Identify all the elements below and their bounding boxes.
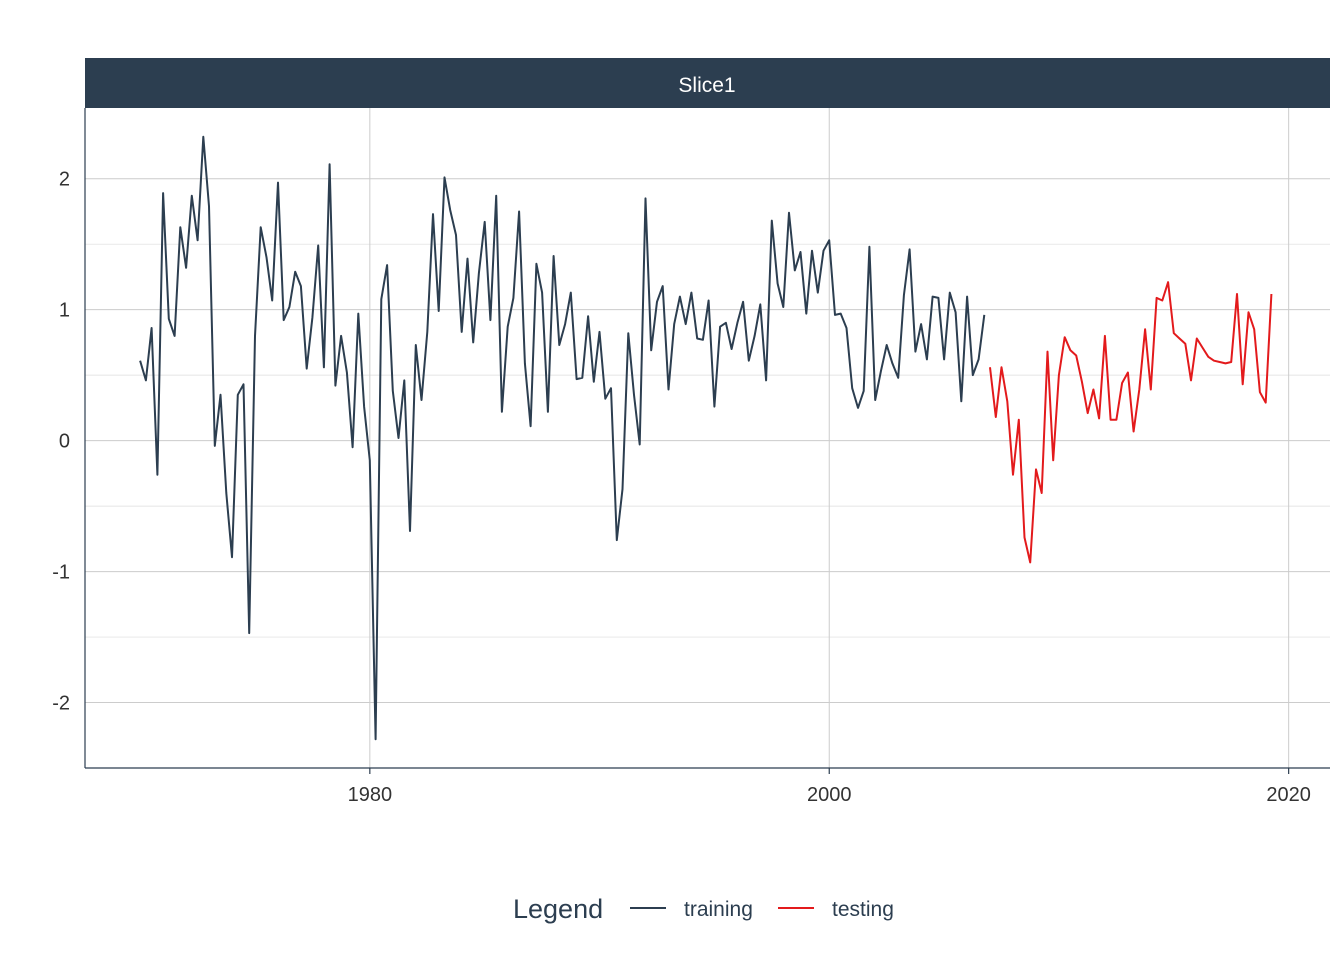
x-tick-label: 1980 — [348, 784, 393, 806]
legend-label-training: training — [684, 898, 753, 921]
y-tick-label: 1 — [59, 300, 70, 322]
legend: Legend training testing — [513, 894, 894, 924]
y-axis-ticks: 2 1 0 -1 -2 — [52, 169, 70, 715]
x-tick-label: 2000 — [807, 784, 852, 806]
y-tick-label: 2 — [59, 169, 70, 191]
legend-title: Legend — [513, 894, 603, 924]
x-tick-label: 2020 — [1266, 784, 1311, 806]
y-tick-label: 0 — [59, 431, 70, 453]
x-axis-ticks: 1980 2000 2020 — [348, 768, 1311, 806]
facet-strip-label: Slice1 — [678, 74, 735, 97]
y-tick-label: -1 — [52, 562, 70, 584]
panel-background — [85, 108, 1330, 768]
series-layer — [139, 135, 1273, 741]
y-tick-label: -2 — [52, 693, 70, 715]
series-line-testing — [989, 281, 1273, 564]
legend-label-testing: testing — [832, 898, 894, 921]
facet-strip — [85, 58, 1330, 108]
series-line-training — [139, 135, 986, 741]
